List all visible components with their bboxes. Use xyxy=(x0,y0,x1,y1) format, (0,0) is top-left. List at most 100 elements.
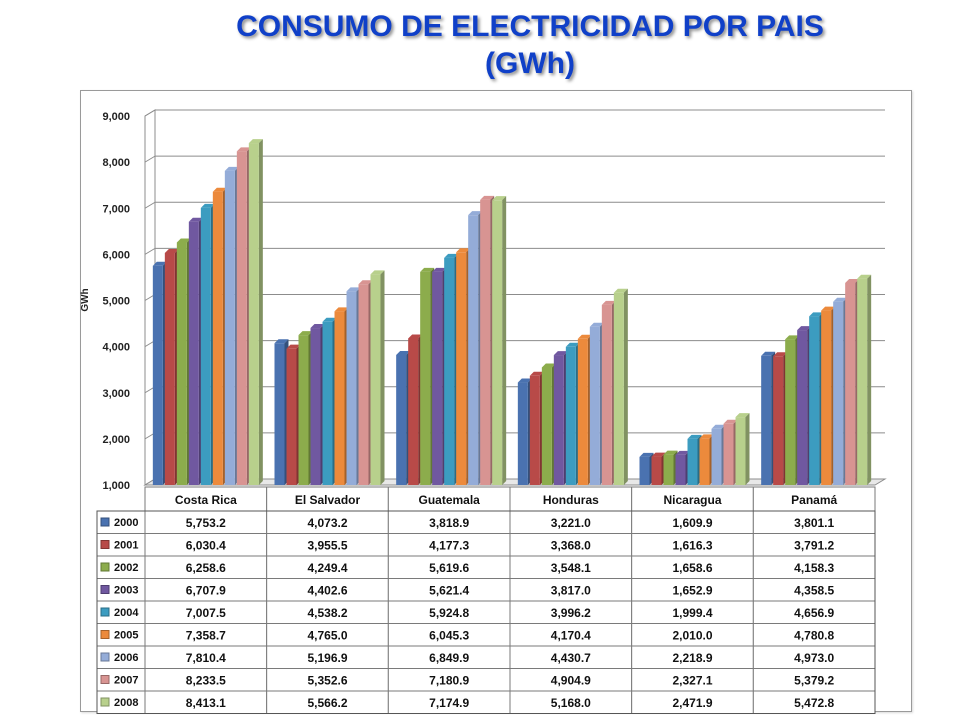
table-header-cell xyxy=(752,486,876,512)
bar xyxy=(286,348,297,485)
bar xyxy=(224,170,235,485)
legend-swatch xyxy=(100,585,110,594)
bar-top xyxy=(735,413,750,418)
table-header-cell xyxy=(387,486,511,512)
legend-label: 2003 xyxy=(114,585,138,597)
data-label: 3,817.0 xyxy=(551,584,591,598)
bar-top xyxy=(236,147,251,152)
bar-top xyxy=(797,326,812,331)
data-label: 3,368.0 xyxy=(551,539,591,553)
data-label: 4,904.9 xyxy=(551,674,591,688)
bar xyxy=(797,330,808,485)
bar-top xyxy=(529,371,544,376)
data-label: 4,358.5 xyxy=(794,584,834,598)
bar-top xyxy=(492,196,507,201)
bar-top xyxy=(358,280,373,285)
data-label: 2,327.1 xyxy=(672,674,712,688)
gridline-diag xyxy=(144,155,156,163)
gridline-diag xyxy=(144,247,156,255)
bar xyxy=(785,339,796,485)
category-label: Honduras xyxy=(543,493,599,507)
bar xyxy=(639,456,650,485)
bar-top xyxy=(675,450,690,455)
bar-top xyxy=(857,274,872,279)
bar-side xyxy=(380,270,385,485)
bar xyxy=(492,200,503,485)
bar xyxy=(565,346,576,485)
data-label: 4,656.9 xyxy=(794,606,834,620)
bar xyxy=(298,335,309,485)
bar xyxy=(735,417,746,485)
bar-top xyxy=(432,267,447,272)
bar xyxy=(857,278,868,485)
bar xyxy=(444,257,455,485)
bar xyxy=(456,252,467,485)
data-label: 3,221.0 xyxy=(551,516,591,530)
bar-top xyxy=(723,419,738,424)
data-label: 1,652.9 xyxy=(672,584,712,598)
bar xyxy=(164,252,175,485)
legend-label: 2007 xyxy=(114,675,138,687)
bar xyxy=(577,338,588,485)
data-label: 5,924.8 xyxy=(429,606,469,620)
data-label: 5,619.6 xyxy=(429,561,469,575)
data-label: 6,045.3 xyxy=(429,629,469,643)
bar-top xyxy=(711,424,726,429)
bar-top xyxy=(651,452,666,457)
bar-top xyxy=(248,139,263,144)
bar xyxy=(711,428,722,485)
category-label: Panamá xyxy=(791,493,837,507)
y-tick-label: 7,000 xyxy=(102,203,130,215)
bar-top xyxy=(396,350,411,355)
data-label: 7,174.9 xyxy=(429,696,469,710)
data-label: 4,430.7 xyxy=(551,651,591,665)
data-label: 3,801.1 xyxy=(794,516,834,530)
bar-top xyxy=(346,287,361,292)
data-label: 5,472.8 xyxy=(794,696,834,710)
bar-side xyxy=(502,196,507,485)
bar-top xyxy=(224,166,239,171)
y-tick-label: 1,000 xyxy=(102,480,130,492)
bar xyxy=(334,311,345,485)
bar xyxy=(541,367,552,485)
bar xyxy=(553,355,564,485)
chart-title: CONSUMO DE ELECTRICIDAD POR PAIS (GWh) xyxy=(0,8,960,82)
bar-top xyxy=(601,300,616,305)
chart-title-line2: (GWh) xyxy=(485,47,575,80)
bar-top xyxy=(456,248,471,253)
table-header-cell xyxy=(266,486,389,512)
data-label: 2,218.9 xyxy=(672,651,712,665)
legend-swatch xyxy=(100,540,110,549)
bar xyxy=(589,326,600,485)
bar-top xyxy=(322,317,337,322)
data-label: 3,955.5 xyxy=(307,539,347,553)
bar-top xyxy=(370,270,385,275)
data-label: 4,170.4 xyxy=(551,629,591,643)
data-label: 8,233.5 xyxy=(186,674,226,688)
legend-swatch xyxy=(100,607,110,617)
bar-top xyxy=(663,450,678,455)
legend-swatch xyxy=(100,630,110,639)
bar xyxy=(188,221,199,485)
category-label: El Salvador xyxy=(295,493,361,507)
data-label: 7,810.4 xyxy=(186,651,226,665)
bar xyxy=(480,199,491,485)
table-header-cell xyxy=(509,486,633,512)
data-label: 2,010.0 xyxy=(672,629,712,643)
data-label: 5,566.2 xyxy=(307,696,347,710)
data-label: 5,621.4 xyxy=(429,584,469,598)
bar-top xyxy=(164,248,179,253)
category-label: Costa Rica xyxy=(175,493,237,507)
y-tick-label: 6,000 xyxy=(102,249,130,261)
bar xyxy=(613,292,624,485)
legend-label: 2008 xyxy=(114,697,138,709)
legend-label: 2005 xyxy=(114,630,138,642)
bar-top xyxy=(761,351,776,356)
legend-swatch xyxy=(100,675,110,684)
data-label: 4,177.3 xyxy=(429,539,469,553)
legend-swatch xyxy=(100,562,110,572)
data-label: 5,352.6 xyxy=(307,674,347,688)
bar-top xyxy=(212,187,227,192)
bar-side xyxy=(258,139,263,486)
bar xyxy=(200,207,211,486)
